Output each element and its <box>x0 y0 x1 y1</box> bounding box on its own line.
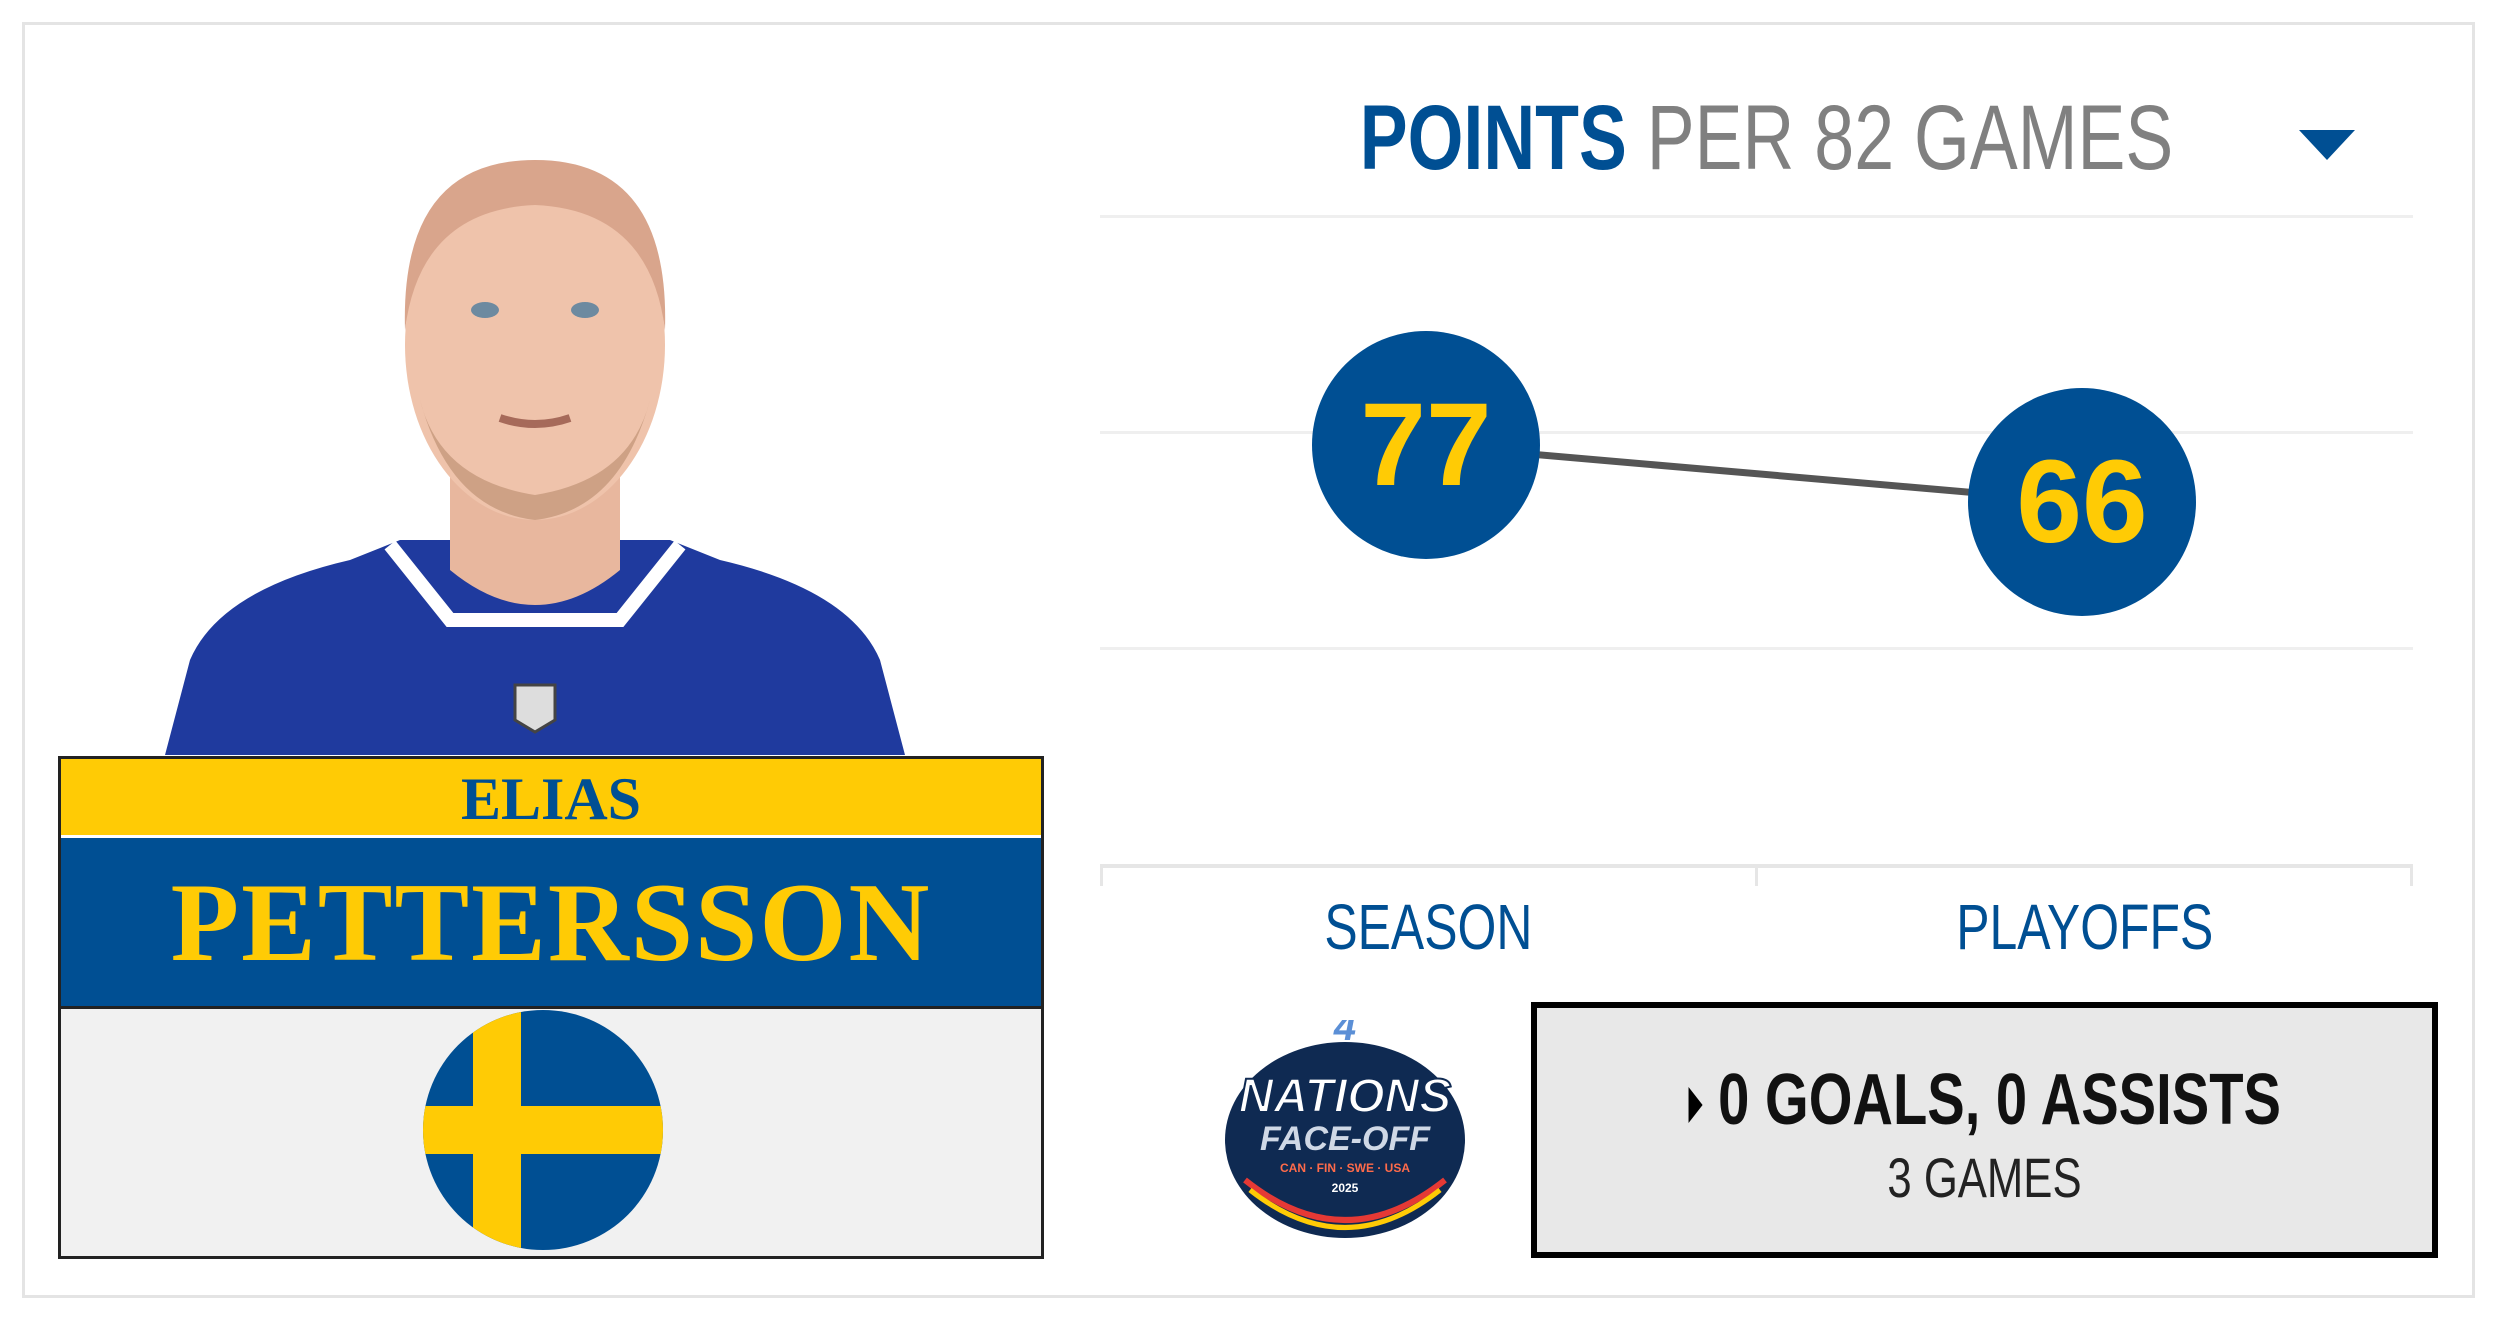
sweden-flag-icon <box>423 1010 663 1250</box>
4-nations-face-off-logo: 4 NATIONS FACE-OFF CAN · FIN · SWE · USA… <box>1225 1020 1465 1238</box>
tab-separator <box>1755 864 1758 886</box>
grid-line <box>1100 215 2413 218</box>
tab-season[interactable]: SEASON <box>1323 891 1533 963</box>
tournament-stats-button[interactable]: 0 GOALS, 0 ASSISTS 3 GAMES <box>1531 1002 2438 1258</box>
tab-separator <box>1100 864 1103 886</box>
tournament-summary: 0 GOALS, 0 ASSISTS <box>1717 1060 2281 1140</box>
grid-line <box>1100 431 2413 434</box>
svg-text:4: 4 <box>1333 1020 1356 1049</box>
stat-qualifier: PER 82 GAMES <box>1646 87 2173 189</box>
player-photo <box>165 160 905 755</box>
player-first-name: ELIAS <box>61 759 1041 838</box>
tab-playoffs[interactable]: PLAYOFFS <box>1956 891 2214 963</box>
svg-text:NATIONS: NATIONS <box>1239 1070 1451 1123</box>
tab-separator <box>2410 864 2413 886</box>
svg-text:FACE-OFF: FACE-OFF <box>1260 1120 1431 1158</box>
tournament-games: 3 GAMES <box>1887 1146 2082 1209</box>
stat-name: POINTS <box>1359 87 1627 189</box>
name-plate: ELIAS PETTERSSON <box>58 756 1044 1259</box>
expand-arrow-icon <box>1688 1086 1703 1123</box>
dropdown-caret-icon[interactable] <box>2299 129 2356 160</box>
grid-line <box>1100 647 2413 650</box>
stat-selector[interactable]: POINTS PER 82 GAMES <box>1100 88 2500 188</box>
svg-text:CAN · FIN · SWE · USA: CAN · FIN · SWE · USA <box>1280 1161 1410 1175</box>
player-last-name: PETTERSSON <box>61 838 1041 1009</box>
svg-text:2025: 2025 <box>1332 1181 1359 1195</box>
